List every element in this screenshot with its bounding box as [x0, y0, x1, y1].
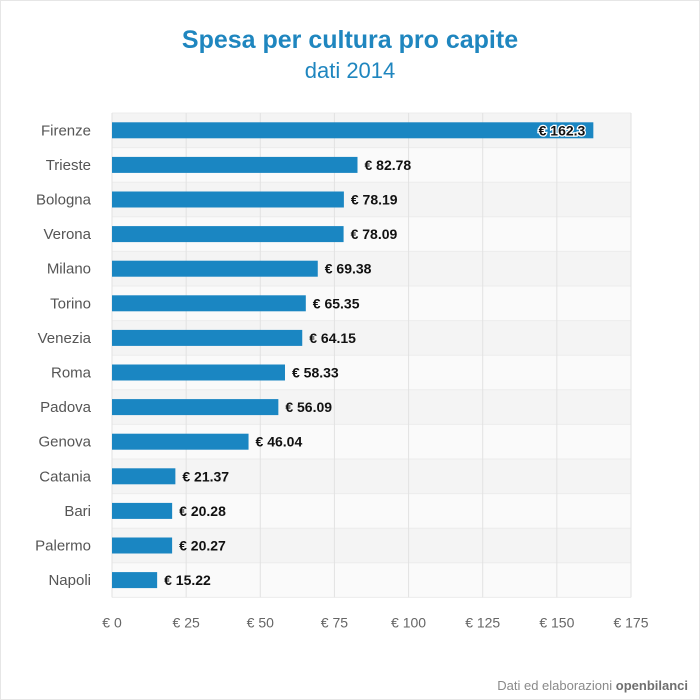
bar — [112, 226, 344, 243]
chart-title: Spesa per cultura pro capite — [181, 26, 519, 54]
value-label: € 21.37 — [182, 468, 229, 484]
row-band — [112, 459, 631, 494]
value-label: € 20.28 — [179, 503, 226, 519]
x-tick-label: € 50 — [247, 614, 274, 630]
x-axis-tick-labels: € 0 € 25 € 50 € 75 € 100 € 125 € 150 € 175 — [102, 614, 648, 630]
row-bands — [112, 112, 631, 598]
category-label: Palermo — [35, 538, 91, 555]
bar — [112, 364, 285, 381]
value-label: € 20.27 — [179, 538, 226, 554]
bar — [112, 502, 173, 519]
bar — [112, 537, 173, 554]
value-label: € 56.09 — [285, 399, 332, 415]
category-label: Verona — [43, 226, 91, 243]
row-band — [112, 528, 631, 563]
category-label: Napoli — [48, 572, 91, 589]
footer-text: Dati ed elaborazioni — [497, 678, 613, 693]
x-tick-label: € 150 — [539, 614, 574, 630]
footer-credit: Dati ed elaborazioni openbilanci — [497, 678, 688, 693]
bar — [112, 191, 344, 208]
value-label: € 69.38 — [325, 261, 372, 277]
bar — [112, 572, 158, 589]
category-label: Trieste — [46, 157, 91, 174]
value-label: € 78.09 — [351, 226, 398, 242]
category-label: Firenze — [41, 122, 91, 139]
category-label: Padova — [40, 399, 92, 416]
bar — [112, 122, 594, 139]
bar — [112, 399, 279, 416]
category-label: Roma — [51, 365, 92, 382]
x-tick-label: € 125 — [465, 614, 500, 630]
x-tick-label: € 75 — [321, 614, 348, 630]
category-label: Bologna — [36, 192, 92, 209]
bar — [112, 295, 306, 312]
value-label: € 64.15 — [309, 330, 356, 346]
bar — [112, 468, 176, 485]
footer-brand: openbilanci — [615, 678, 688, 693]
value-label: € 15.22 — [164, 572, 211, 588]
bar — [112, 156, 358, 173]
bars — [112, 122, 594, 589]
category-label: Bari — [64, 503, 91, 520]
value-labels: € 162.3 € 82.78 € 78.19 € 78.09 € 69.38 € 65.… — [164, 121, 587, 588]
value-label: € 78.19 — [351, 192, 398, 208]
x-tick-label: € 25 — [173, 614, 200, 630]
category-labels: Firenze Trieste Bologna Verona Milano Torino V… — [35, 122, 92, 589]
x-tick-label: € 175 — [613, 614, 648, 630]
bar — [112, 260, 318, 277]
x-tick-label: € 0 — [102, 614, 122, 630]
category-label: Milano — [47, 261, 91, 278]
value-label: € 58.33 — [292, 365, 339, 381]
chart-subtitle: dati 2014 — [304, 58, 396, 83]
row-band — [112, 562, 631, 598]
category-label: Torino — [50, 295, 91, 312]
row-band — [112, 493, 631, 529]
bar — [112, 329, 303, 346]
x-tick-label: € 100 — [391, 614, 426, 630]
category-label: Catania — [39, 468, 91, 485]
value-label: € 65.35 — [313, 295, 360, 311]
category-label: Genova — [38, 434, 91, 451]
value-label: € 46.04 — [256, 434, 303, 450]
value-label: € 162.3 — [539, 122, 586, 138]
category-label: Venezia — [38, 330, 92, 347]
value-label: € 82.78 — [365, 157, 412, 173]
bar — [112, 433, 249, 450]
